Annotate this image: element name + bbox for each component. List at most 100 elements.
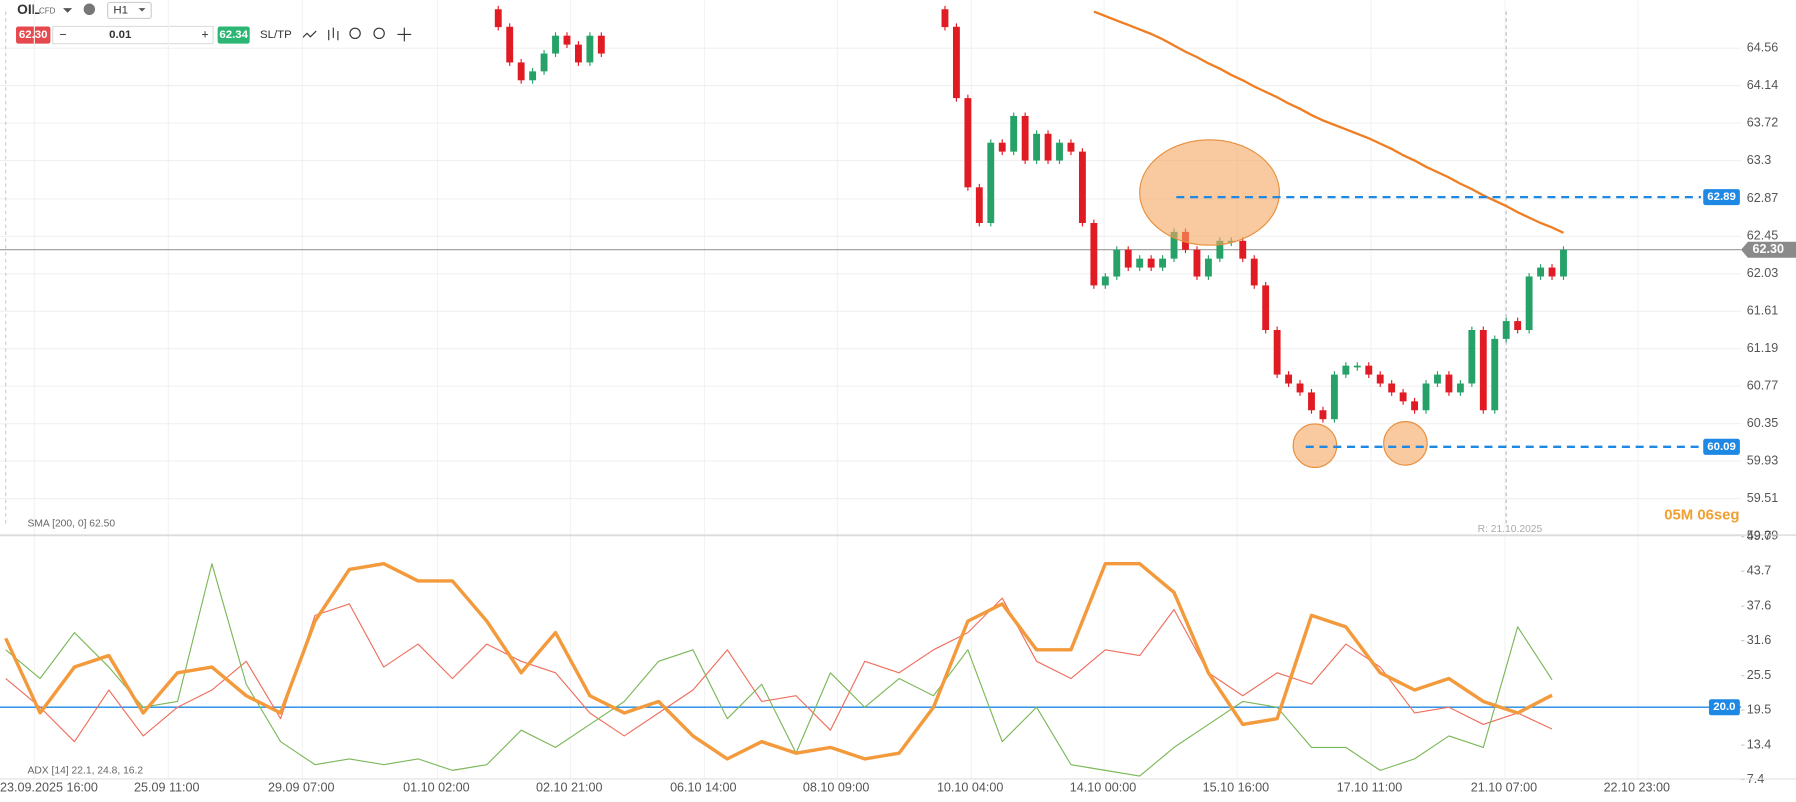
candle [1216,240,1224,259]
y-tick-label: 43.7 [1747,564,1771,578]
reference-label: 20.0 [1713,701,1735,713]
candle [1560,249,1567,277]
candle [1033,133,1041,161]
candle [1010,115,1018,152]
y-tick-label: 25.5 [1747,668,1771,682]
minus-button[interactable]: − [59,27,66,41]
current-price-tag [1741,241,1796,258]
candle [952,26,960,99]
ask-price: 62.34 [219,29,248,41]
candle [574,44,582,63]
candle [1445,374,1453,393]
lot-input[interactable] [52,25,214,45]
candle [506,26,514,63]
highlight-zone [1292,423,1338,469]
x-tick-label: 01.10 02:00 [403,780,469,794]
candle [987,142,995,223]
candle [1056,142,1063,161]
x-tick-label: 17.10 11:00 [1337,780,1403,794]
candle [1376,374,1384,384]
y-tick-label: 64.14 [1747,78,1778,92]
candle [597,35,605,54]
info-icon[interactable] [83,3,96,15]
symbol-dropdown[interactable] [62,8,73,13]
candle [1537,267,1545,277]
candle [1159,258,1167,268]
indicator-legend: ADX [14] 22.1, 24.8, 16.2 [27,766,143,777]
candle [998,142,1006,152]
y-tick-label: 59.51 [1747,491,1778,505]
candle [1136,258,1144,268]
x-tick-label: 25.09 11:00 [134,780,200,794]
zoom-in-icon[interactable] [373,27,385,40]
highlight-zone [1383,421,1428,466]
zoom-out-icon[interactable] [349,27,361,40]
candle [1296,383,1304,393]
candle [1330,374,1338,420]
candle [1044,133,1052,161]
y-tick-label: 63.72 [1747,115,1778,129]
sell-button[interactable] [16,26,51,44]
candle [1113,249,1121,277]
candle [1479,329,1487,411]
y-tick-label: 19.5 [1747,702,1771,716]
candle [1273,329,1281,375]
candle [563,35,571,45]
candle-timer: 05M 06seg [1664,507,1739,523]
x-tick-label: 02.10 21:00 [536,780,602,794]
timeframe-select[interactable] [107,1,152,20]
candle [1365,365,1373,375]
candle [1285,374,1293,384]
indicator-legend: SMA [200, 0] 62.50 [27,518,115,529]
candle [552,35,559,54]
candle [1422,383,1430,411]
y-tick-label: 59.93 [1747,453,1778,467]
candle [1124,249,1132,268]
timeframe-arrow [138,8,146,12]
symbol[interactable]: OIL [17,2,40,17]
y-tick-label: 13.4 [1747,737,1771,751]
x-tick-label: 08.10 09:00 [803,780,869,794]
candle-icon[interactable] [328,27,339,41]
x-tick-label: 14.10 00:00 [1070,780,1136,794]
y-tick-label: 49.7 [1747,529,1771,543]
timeframe: H1 [113,4,128,16]
candle [586,35,594,63]
y-tick-label: 62.45 [1747,229,1778,243]
candle [1468,329,1476,384]
x-tick-label: 06.10 14:00 [670,780,736,794]
y-tick-label: 62.03 [1747,266,1778,280]
candle [1502,321,1510,339]
candle [540,53,548,72]
y-tick-label: 31.6 [1747,633,1771,647]
candle [1342,365,1350,375]
buy-button[interactable] [217,26,250,44]
x-tick-label: 15.10 16:00 [1203,780,1269,794]
toolbar: OIL CFD H1 62.30 − 0.01 + 62.34 SL/TP [16,1,412,45]
lot-size: 0.01 [109,29,132,41]
candle [1525,276,1533,330]
sltp-button[interactable]: SL/TP [260,29,292,41]
candle [1090,222,1098,286]
plus-button[interactable]: + [201,27,208,41]
candle [1204,258,1212,277]
candle [1170,231,1178,259]
price-tag-label: 60.09 [1707,441,1736,453]
candle [1388,383,1396,393]
price-tag [1703,189,1740,206]
di-line [5,563,1553,777]
candle [1078,151,1086,223]
current-price-label: 62.30 [1752,242,1783,256]
x-tick-label: 23.09.2025 16:00 [0,780,98,794]
candle [1319,410,1327,420]
candle [1548,267,1556,277]
candle [1193,249,1201,277]
candle [964,98,972,188]
candle [1411,401,1419,411]
line-chart-icon[interactable] [301,30,317,39]
y-tick-label: 62.87 [1747,191,1778,205]
candle [1147,258,1155,268]
crosshair-icon[interactable] [397,27,412,42]
candle [1353,365,1361,368]
